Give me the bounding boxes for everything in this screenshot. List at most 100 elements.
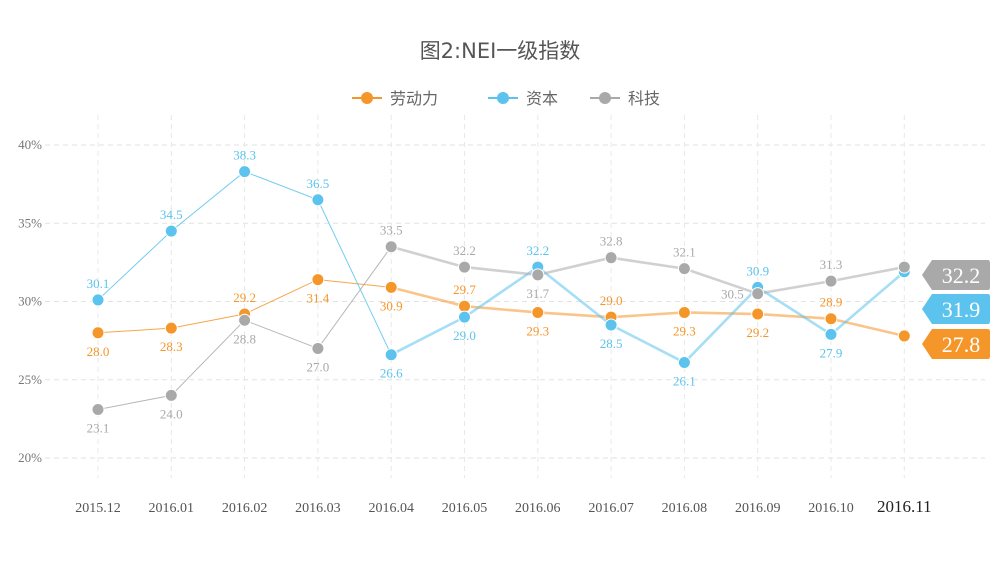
data-label: 33.5 [380,223,403,238]
data-label: 29.0 [453,328,476,343]
data-label: 30.5 [721,287,744,302]
data-label: 34.5 [160,207,183,222]
end-badge-shape [922,329,990,359]
end-badge-label: 31.9 [942,297,981,322]
data-point [531,268,545,282]
x-tick-label: 2016.02 [222,501,268,516]
legend-item: 科技 [590,89,660,108]
x-tick-label: 2016.11 [877,497,932,516]
end-badges: 27.8 31.9 32.2 [922,260,990,359]
data-label: 38.3 [233,148,256,163]
legend-label: 资本 [526,89,558,108]
data-point [604,251,618,265]
data-point [458,260,471,274]
data-label: 28.3 [160,339,183,354]
data-point [311,193,325,207]
x-tick-label: 2015.12 [75,501,121,516]
end-badge: 27.8 [922,329,990,359]
legend-swatch-marker [599,92,611,104]
x-tick-label: 2016.08 [662,501,708,516]
data-label: 29.3 [526,323,549,338]
data-label: 26.1 [673,374,696,389]
end-badge: 32.2 [922,260,990,290]
data-point [824,312,838,326]
data-label: 36.5 [307,176,330,191]
x-tick-label: 2016.09 [735,501,781,516]
y-tick-label: 25% [18,372,42,387]
end-badge-shape [922,260,990,290]
data-label: 30.1 [87,276,110,291]
data-label: 31.7 [526,286,549,301]
end-badge-label: 27.8 [942,332,981,357]
data-point [458,299,471,313]
data-point [164,388,178,402]
y-tick-label: 40% [18,137,42,152]
x-tick-label: 2016.10 [808,501,854,516]
data-point [384,240,398,254]
series-3 [91,240,911,416]
end-badge: 31.9 [922,294,990,324]
data-label: 27.0 [307,359,330,374]
data-label: 28.0 [87,344,110,359]
x-tick-label: 2016.07 [588,501,634,516]
data-point [677,262,691,276]
y-tick-label: 35% [18,215,42,230]
legend-item: 资本 [488,89,558,108]
series-layer [91,165,911,416]
data-point [897,260,911,274]
data-label: 29.7 [453,282,476,297]
data-label: 29.2 [233,290,256,305]
legend-label: 科技 [628,89,660,108]
data-label: 23.1 [87,420,110,435]
data-point [91,326,105,340]
x-tick-label: 2016.01 [149,501,195,516]
data-point [897,329,911,343]
legend-item: 劳动力 [352,89,438,108]
data-label: 28.9 [820,295,843,310]
data-point [238,313,252,327]
data-point [311,273,325,287]
data-label: 32.8 [600,234,623,249]
x-tick-label: 2016.03 [295,501,341,516]
data-label: 31.3 [820,257,843,272]
data-label: 29.3 [673,323,696,338]
data-label: 29.2 [746,325,769,340]
data-point [164,321,178,335]
data-point [604,318,618,332]
legend-swatch-marker [361,92,373,104]
y-tick-label: 30% [18,294,42,309]
data-point [751,287,765,301]
data-point [677,305,691,319]
data-point [751,307,765,321]
data-point [824,327,838,341]
grid [45,115,985,478]
data-label: 29.0 [600,293,623,308]
data-label: 28.8 [233,331,256,346]
data-point [238,165,252,179]
data-point [384,348,398,362]
data-label: 28.5 [600,336,623,351]
data-point [677,356,691,370]
data-point [91,293,105,307]
x-axis: 2015.12 2016.01 2016.02 2016.03 2016.04 2016.… [75,497,931,516]
data-point [824,274,838,288]
data-label: 30.9 [746,263,769,278]
chart-title: 图2:NEI一级指数 [420,39,581,63]
data-label: 32.1 [673,245,696,260]
data-labels: 28.0 28.3 29.2 31.4 30.9 29.7 29.3 29.0 29.3 29.2… [87,148,843,436]
data-label: 27.9 [820,345,843,360]
legend-label: 劳动力 [390,89,438,108]
data-point [164,224,178,238]
data-point [91,402,105,416]
y-tick-label: 20% [18,450,42,465]
legend: 劳动力 资本 科技 [352,89,660,108]
data-label: 30.9 [380,298,403,313]
x-tick-label: 2016.06 [515,501,561,516]
data-point [531,305,545,319]
data-label: 32.2 [526,243,549,258]
x-tick-label: 2016.04 [368,501,414,516]
data-point [311,341,325,355]
data-label: 32.2 [453,243,476,258]
data-label: 26.6 [380,366,403,381]
